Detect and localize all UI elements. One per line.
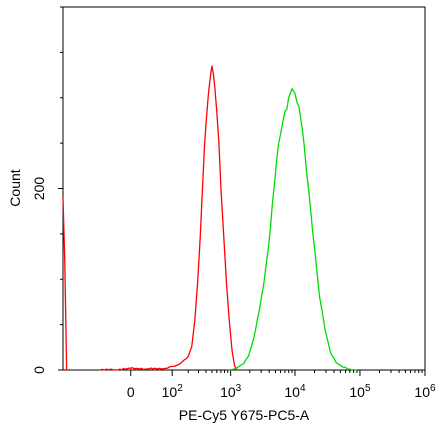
y-axis-title: Count [7,169,23,206]
series-layer [62,65,358,371]
x-axis-title: PE-Cy5 Y675-PC5-A [179,407,310,423]
y-tick-labels: 0 200 [31,177,47,374]
series-2-line [227,88,358,371]
plot-area [62,6,426,371]
x-tick-label-3: 103 [220,383,242,400]
axis-ticks [58,6,426,376]
x-tick-label-exp-2: 2 [177,383,183,394]
x-tick-label-exp-4: 4 [300,383,306,394]
x-tick-label-6: 106 [414,383,436,400]
y-tick-label-2: 200 [31,177,47,201]
x-tick-label-base-4: 10 [284,384,300,400]
x-tick-label-5: 105 [349,383,371,400]
x-tick-label-4: 104 [284,383,306,400]
x-tick-label-base-6: 10 [414,384,430,400]
x-tick-label-exp-3: 3 [236,383,242,394]
series-3-line [62,196,68,371]
x-tick-label-base-1: 0 [127,384,135,400]
x-tick-label-base-5: 10 [349,384,365,400]
x-tick-label-exp-5: 5 [365,383,371,394]
series-1-line [99,65,238,371]
y-tick-label-1: 0 [31,366,47,374]
x-tick-label-base-2: 10 [162,384,178,400]
x-tick-label-exp-6: 6 [430,383,436,394]
x-tick-labels: 0 102 103 104 105 106 [127,383,436,400]
x-tick-label-2: 102 [162,383,184,400]
x-tick-label-base-3: 10 [220,384,236,400]
x-tick-label-1: 0 [127,384,135,400]
